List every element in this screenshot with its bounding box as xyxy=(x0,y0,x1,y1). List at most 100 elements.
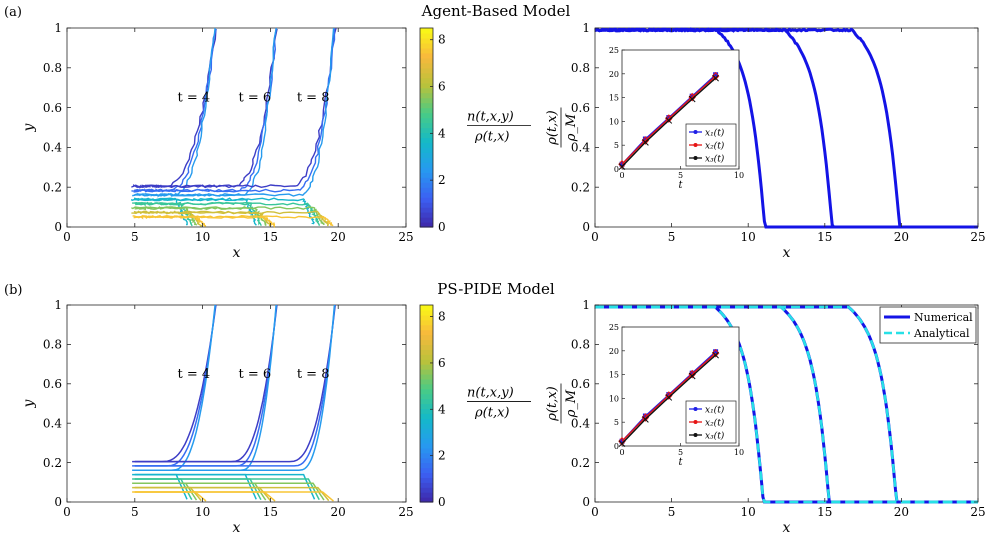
x-tick-label: 25 xyxy=(398,230,413,244)
colorbar-segment xyxy=(420,182,433,188)
inset-x-tick-label: 10 xyxy=(734,171,744,180)
colorbar-segment xyxy=(420,97,433,104)
contour-line xyxy=(134,486,330,502)
colorbar-segment xyxy=(420,447,433,454)
x-tick-label: 10 xyxy=(741,230,756,244)
colorbar-tick-label: 4 xyxy=(438,126,446,140)
inset-y-tick-label: 20 xyxy=(609,347,619,356)
inset-marker-diamond xyxy=(711,71,720,81)
colorbar-segment xyxy=(420,212,433,218)
colorbar-segment xyxy=(420,47,433,54)
colorbar-segment xyxy=(420,92,433,99)
y-tick-label: 0.4 xyxy=(43,141,62,155)
inset-x-tick-label: 5 xyxy=(678,171,683,180)
y-tick-label: 0.4 xyxy=(571,416,590,430)
colorbar-segment xyxy=(420,309,433,316)
colorbar-segment xyxy=(420,383,433,390)
inset-chart: 0 5 10 0 5 10 15 20 25 t x₁(t) x₂(t) x₃(t) xyxy=(609,323,744,468)
inset-x-tick-label: 10 xyxy=(734,448,744,457)
colorbar-segment xyxy=(420,52,433,59)
inset-marker-diamond xyxy=(711,348,720,358)
colorbar-segment xyxy=(420,423,433,429)
y-tick-label: 0.2 xyxy=(571,180,590,194)
colorbar-segment xyxy=(420,403,433,410)
y-tick-label: 0.8 xyxy=(43,338,62,352)
inset-marker-square xyxy=(619,161,625,167)
inset-marker-star xyxy=(665,117,673,124)
colorbar-segment xyxy=(420,87,433,94)
inset-marker-square xyxy=(642,413,648,419)
colorbar-segment xyxy=(420,462,433,469)
inset-marker-diamond xyxy=(618,159,626,169)
colorbar-segment xyxy=(420,162,433,168)
colorbar-segment xyxy=(420,339,433,345)
colorbar-label-numerator: n(t,x,y) xyxy=(467,110,514,125)
colorbar-segment xyxy=(420,112,433,119)
colorbar-segment xyxy=(420,437,433,444)
x-tick-label: 15 xyxy=(817,230,832,244)
x-tick-label: 10 xyxy=(195,230,210,244)
colorbar-segment xyxy=(420,319,433,326)
colorbar-segment xyxy=(420,142,433,148)
colorbar-label-numerator: n(t,x,y) xyxy=(467,386,514,401)
colorbar-segment xyxy=(420,127,433,134)
inset-x-tick-label: 0 xyxy=(619,448,624,457)
inset-y-tick-label: 25 xyxy=(609,323,619,332)
colorbar-segment xyxy=(420,364,433,370)
x-tick-label: 5 xyxy=(131,230,139,244)
colorbar-segment xyxy=(420,57,433,64)
colorbar-tick-label: 0 xyxy=(438,220,446,234)
analytical-curve xyxy=(595,305,978,504)
colorbar-tick-label: 2 xyxy=(438,173,446,187)
colorbar-segment xyxy=(420,147,433,153)
x-tick-label: 5 xyxy=(668,505,676,519)
contour-line xyxy=(135,206,326,226)
colorbar-segment xyxy=(420,157,433,163)
contour-line xyxy=(134,304,336,467)
contour-plot-a-left: t = 4 t = 6 t = 8 0 5 10 15 20 25 0 0.2 0.4 0.6 0.8 1 x… xyxy=(21,21,414,261)
inset-y-tick-label: 5 xyxy=(614,141,619,150)
colorbar-segment xyxy=(420,334,433,341)
legend: Numerical Analytical xyxy=(879,306,977,344)
time-annotation: t = 4 xyxy=(178,367,211,382)
inset-marker-diamond xyxy=(641,413,650,422)
colorbar-tick-label: 4 xyxy=(438,402,446,416)
colorbar-segment xyxy=(420,67,433,74)
colorbar-segment xyxy=(420,152,433,158)
y-axis-label-denominator: ρ_M xyxy=(564,113,579,142)
colorbar-segment xyxy=(420,344,433,350)
colorbar-segment xyxy=(420,117,433,124)
x-tick-label: 0 xyxy=(63,505,71,519)
inset-legend-marker xyxy=(693,407,698,411)
inset-marker-square xyxy=(713,349,719,355)
inset-marker-diamond xyxy=(665,391,673,400)
y-axis-label-denominator: ρ_M xyxy=(564,389,579,418)
inset-marker-star xyxy=(618,440,626,447)
time-annotation: t = 8 xyxy=(297,367,330,382)
colorbar-segment xyxy=(420,77,433,84)
colorbar-segment xyxy=(420,369,433,375)
colorbar-segment xyxy=(420,329,433,336)
contour-line xyxy=(134,482,325,501)
inset-legend-label: x₂(t) xyxy=(705,141,725,152)
colorbar-segment xyxy=(420,408,433,414)
colorbar-segment xyxy=(420,102,433,109)
panel-b-label: (b) xyxy=(4,283,22,298)
colorbar-segment xyxy=(420,467,433,474)
colorbar-segment xyxy=(420,314,433,321)
y-axis-label-numerator: ρ(t,x) xyxy=(545,386,560,421)
y-tick-label: 0.6 xyxy=(571,377,590,391)
numerical-curve xyxy=(594,27,978,229)
colorbar-segment xyxy=(420,217,433,223)
inset-marker-diamond xyxy=(665,114,673,123)
colorbar-segment xyxy=(420,202,433,208)
y-tick-label: 0 xyxy=(54,495,62,509)
inset-y-tick-label: 15 xyxy=(609,371,619,380)
colorbar-segment xyxy=(420,28,433,34)
colorbar-segment xyxy=(420,452,433,459)
y-tick-label: 0.8 xyxy=(43,61,62,75)
colorbar-segment xyxy=(420,207,433,213)
y-tick-label: 0 xyxy=(582,495,590,509)
y-axis-label-numerator: ρ(t,x) xyxy=(545,110,560,145)
colorbar-segment xyxy=(420,122,433,129)
